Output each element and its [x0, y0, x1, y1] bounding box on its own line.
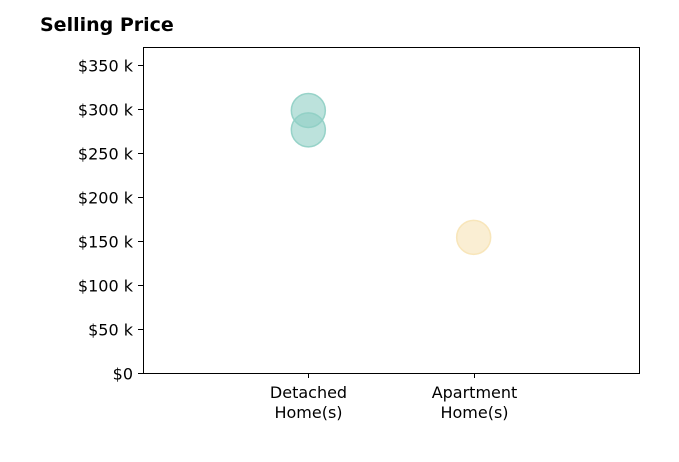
- x-tick-label: Apartment Home(s): [432, 383, 518, 422]
- y-tick-label: $100 k: [78, 277, 134, 296]
- data-point: [290, 112, 327, 148]
- y-tick-label: $300 k: [78, 101, 134, 120]
- y-tick-label: $0: [113, 365, 133, 384]
- data-point: [455, 219, 492, 256]
- y-tick-label: $350 k: [78, 57, 134, 76]
- plot-frame: [143, 47, 640, 374]
- y-tick-label: $250 k: [78, 145, 134, 164]
- x-tick-label: Detached Home(s): [270, 383, 347, 422]
- y-tick-label: $50 k: [88, 321, 134, 340]
- plot-area: $0 $50 k $100 k $150 k $200 k $250 k $300 k $35…: [78, 47, 640, 422]
- y-tick-label: $150 k: [78, 233, 134, 252]
- chart-title: Selling Price: [40, 14, 174, 36]
- y-tick-label: $200 k: [78, 189, 134, 208]
